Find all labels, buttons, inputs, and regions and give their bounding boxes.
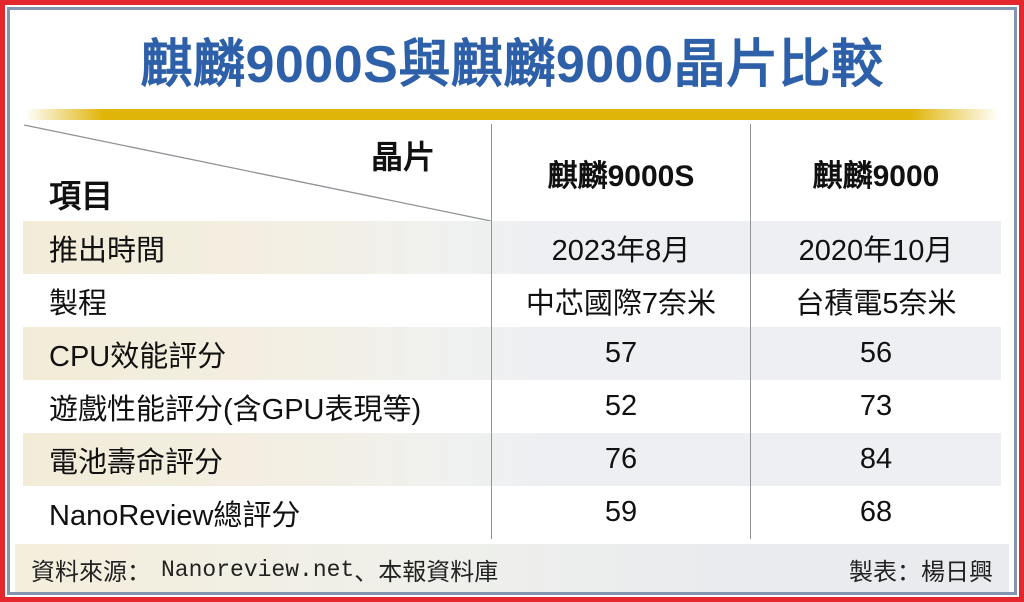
diagonal-line xyxy=(23,124,491,221)
comparison-table: 晶片 項目 麒麟9000S 麒麟9000 推出時間 2023年8月 2020年10月… xyxy=(23,124,1001,539)
table-row: 電池壽命評分 76 84 xyxy=(23,433,1001,486)
source-site: Nanoreview.net xyxy=(161,556,355,583)
row-value: 52 xyxy=(491,380,750,433)
row-label: 電池壽命評分 xyxy=(49,446,224,479)
corner-label-chip: 晶片 xyxy=(370,139,435,175)
column-header-kirin9000s: 麒麟9000S xyxy=(491,124,750,221)
gold-divider-bar xyxy=(25,109,999,120)
footer-bar: 資料來源： Nanoreview.net 、本報資料庫 製表：楊日興 xyxy=(15,544,1009,595)
row-value: 2023年8月 xyxy=(491,221,750,274)
row-value: 57 xyxy=(491,327,750,380)
table-header-row: 晶片 項目 麒麟9000S 麒麟9000 xyxy=(23,124,1001,221)
row-value: 中芯國際7奈米 xyxy=(491,274,750,327)
row-label: CPU效能評分 xyxy=(49,340,227,373)
table-row: CPU效能評分 57 56 xyxy=(23,327,1001,380)
row-value: 59 xyxy=(491,486,750,539)
table-row: NanoReview總評分 59 68 xyxy=(23,486,1001,539)
corner-label-item: 項目 xyxy=(49,178,114,214)
row-value: 68 xyxy=(750,486,1001,539)
column-header-kirin9000: 麒麟9000 xyxy=(750,124,1001,221)
table-body: 推出時間 2023年8月 2020年10月 製程 中芯國際7奈米 台積電5奈米 CPU效能評… xyxy=(23,221,1001,539)
table-row: 製程 中芯國際7奈米 台積電5奈米 xyxy=(23,274,1001,327)
row-label: 推出時間 xyxy=(49,234,166,267)
row-value: 76 xyxy=(491,433,750,486)
source-suffix: 、本報資料庫 xyxy=(354,559,499,586)
table-row: 推出時間 2023年8月 2020年10月 xyxy=(23,221,1001,274)
row-value: 2020年10月 xyxy=(750,221,1001,274)
row-value: 台積電5奈米 xyxy=(750,274,1001,327)
credit-text: 製表：楊日興 xyxy=(849,559,993,586)
corner-header-cell: 晶片 項目 xyxy=(23,124,491,221)
content-area: 麒麟9000S與麒麟9000晶片比較 晶片 項目 麒麟9000S 麒麟9000 … xyxy=(15,15,1009,595)
page-title: 麒麟9000S與麒麟9000晶片比較 xyxy=(140,35,884,94)
row-label: 製程 xyxy=(49,287,108,320)
data-source: 資料來源： Nanoreview.net 、本報資料庫 xyxy=(31,552,498,587)
row-label: NanoReview總評分 xyxy=(49,499,301,532)
row-value: 56 xyxy=(750,327,1001,380)
row-value: 84 xyxy=(750,433,1001,486)
source-label: 資料來源： xyxy=(31,559,151,586)
row-value: 73 xyxy=(750,380,1001,433)
row-label: 遊戲性能評分(含GPU表現等) xyxy=(49,393,422,426)
table-row: 遊戲性能評分(含GPU表現等) 52 73 xyxy=(23,380,1001,433)
